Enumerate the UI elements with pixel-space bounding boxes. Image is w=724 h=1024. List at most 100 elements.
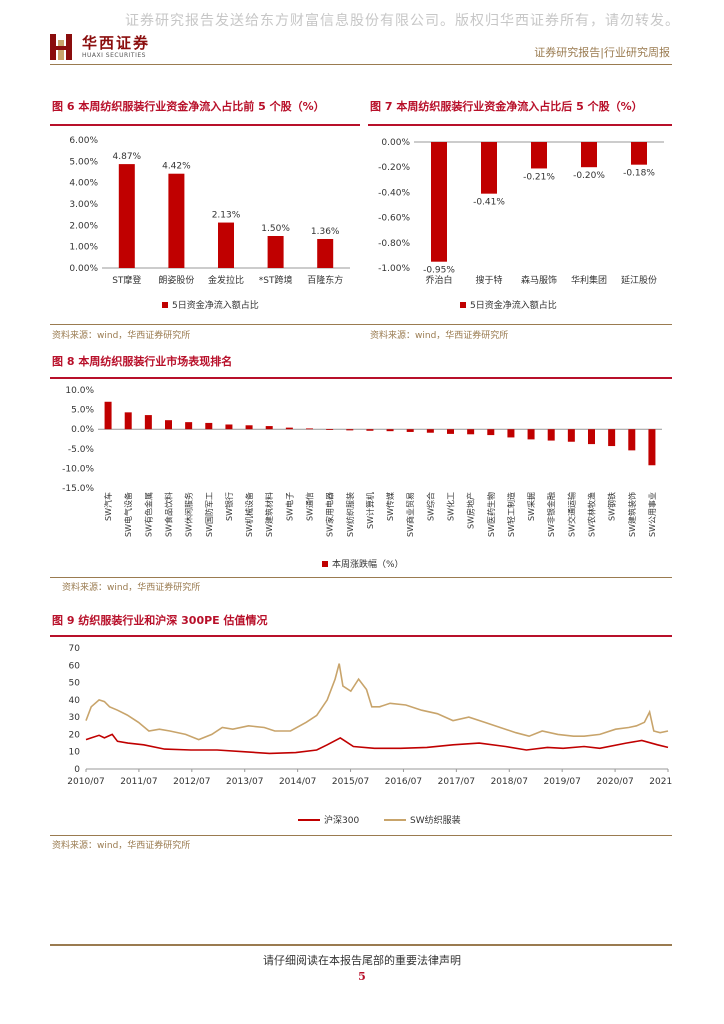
fig8-bar xyxy=(467,429,475,435)
fig6-data-label: 1.50% xyxy=(261,224,290,234)
fig8-bar xyxy=(165,420,172,430)
fig6-data-label: 1.36% xyxy=(311,227,340,237)
fig6-y-tick: 5.00% xyxy=(69,157,98,167)
fig9-title: 图 9 纺织服装行业和沪深 300PE 估值情况 xyxy=(52,614,268,627)
fig8-chart: 10.0% 5.0% 0.0% -5.0% -10.0% -15.0% SW汽车 SW电气设备… xyxy=(62,386,662,570)
fig8-bar xyxy=(567,429,575,442)
huaxi-logo-icon xyxy=(50,34,72,60)
fig8-category-label: SW医药生物 xyxy=(486,492,496,537)
fig9-chart: 0 10 20 30 40 50 60 70 2010/07 2011/07 2012/07 2013… xyxy=(67,644,672,826)
fig7-category-label: 延江股份 xyxy=(621,274,657,286)
fig8-bar xyxy=(245,425,253,430)
fig6-category-label: ST摩登 xyxy=(112,274,141,286)
fig8-legend-label: 本周涨跌幅（%） xyxy=(332,558,404,570)
fig8-category-label: SW休闲服务 xyxy=(184,492,194,537)
fig7-data-label: -0.21% xyxy=(523,172,555,182)
fig9-legend-label: SW纺织服装 xyxy=(410,814,461,826)
fig8-category-label: SW通信 xyxy=(305,492,315,521)
fig9-x-tick: 2012/07 xyxy=(173,777,210,787)
fig8-category-label: SW有色金属 xyxy=(143,492,153,537)
fig9-x-tick: 2018/07 xyxy=(491,777,528,787)
fig8-category-label: SW计算机 xyxy=(365,492,375,529)
fig6-rule xyxy=(50,124,360,126)
fig8-bar xyxy=(265,426,273,430)
fig9-x-tick: 2011/07 xyxy=(120,777,157,787)
fig7-bar xyxy=(631,142,647,165)
fig8-bar xyxy=(386,429,394,432)
fig6-bar xyxy=(317,238,334,268)
fig8-bar xyxy=(285,427,293,430)
fig6-title: 图 6 本周纺织服装行业资金净流入占比前 5 个股（%） xyxy=(52,100,325,113)
fig8-bar xyxy=(366,429,374,431)
fig8-bar xyxy=(547,429,555,441)
fig6-bar xyxy=(218,222,234,268)
fig8-title: 图 8 本周纺织服装行业市场表现排名 xyxy=(52,355,233,368)
fig7-category-label: 搜于特 xyxy=(475,274,502,286)
header-rule xyxy=(50,64,672,65)
fig8-bar xyxy=(104,401,112,430)
fig7-y-tick: -0.20% xyxy=(378,163,410,173)
fig8-bar xyxy=(507,429,515,438)
fig8-bar xyxy=(648,429,656,466)
fig7-bar xyxy=(481,142,497,194)
fig9-x-tick: 2021/07 xyxy=(649,777,672,787)
fig7-bar xyxy=(581,142,597,168)
fig8-source: 资料来源：wind，华西证券研究所 xyxy=(62,583,201,593)
fig67-bottom-rule xyxy=(50,324,672,325)
fig7-data-label: -0.18% xyxy=(623,169,655,179)
fig9-x-tick: 2014/07 xyxy=(279,777,316,787)
fig9-line-hs300 xyxy=(85,733,669,755)
fig8-category-label: SW综合 xyxy=(425,492,435,521)
fig6-bar xyxy=(118,164,135,268)
fig8-bar xyxy=(205,422,213,430)
fig8-category-label: SW国防军工 xyxy=(204,492,214,537)
fig9-x-tick: 2017/07 xyxy=(438,777,475,787)
fig7-data-label: -0.41% xyxy=(473,198,505,208)
page-number: 5 xyxy=(358,970,366,983)
fig9-x-tick: 2019/07 xyxy=(543,777,580,787)
fig6-category-label: 朗姿股份 xyxy=(158,274,194,286)
fig8-category-label: SW公用事业 xyxy=(647,492,657,537)
fig8-bar xyxy=(588,429,595,445)
fig9-x-tick: 2013/07 xyxy=(226,777,263,787)
fig6-data-label: 2.13% xyxy=(212,211,241,221)
fig9-x-tick: 2015/07 xyxy=(332,777,369,787)
fig9-y-tick: 50 xyxy=(69,679,81,689)
fig8-category-label: SW银行 xyxy=(224,492,234,521)
fig7-bar xyxy=(431,142,447,262)
watermark: 证券研究报告发送给东方财富信息股份有限公司。版权归华西证券所有，请勿转发。 xyxy=(125,13,680,29)
logo-text-cn: 华西证券 xyxy=(82,34,151,52)
fig7-source: 资料来源：wind，华西证券研究所 xyxy=(370,331,509,341)
fig6-legend-swatch xyxy=(162,302,168,308)
fig7-rule xyxy=(368,124,672,126)
fig8-bar xyxy=(124,412,132,430)
fig8-bar xyxy=(144,415,152,430)
report-type: 证券研究报告|行业研究周报 xyxy=(534,46,670,59)
fig8-category-label: SW交通运输 xyxy=(566,492,576,537)
fig7-title: 图 7 本周纺织服装行业资金净流入占比后 5 个股（%） xyxy=(370,100,643,113)
fig8-bar xyxy=(306,428,313,430)
fig8-bar xyxy=(628,429,636,451)
fig6-y-tick: 3.00% xyxy=(69,200,98,210)
fig7-y-tick: -0.60% xyxy=(378,214,410,224)
fig6-y-tick: 4.00% xyxy=(69,179,98,189)
footer-disclaimer: 请仔细阅读在本报告尾部的重要法律声明 xyxy=(263,954,461,967)
logo-text-en: HUAXI SECURITIES xyxy=(82,52,146,59)
fig8-y-tick: -5.0% xyxy=(68,445,95,455)
fig8-y-tick: -15.0% xyxy=(62,484,94,494)
fig9-y-tick: 40 xyxy=(69,696,81,706)
fig6-y-tick: 0.00% xyxy=(69,264,98,274)
fig7-data-label: -0.20% xyxy=(573,171,605,181)
fig7-y-tick: 0.00% xyxy=(381,138,410,148)
fig6-data-label: 4.42% xyxy=(162,162,191,172)
fig8-category-label: SW农林牧渔 xyxy=(587,492,597,537)
fig9-y-tick: 60 xyxy=(69,661,81,671)
fig8-category-label: SW采掘 xyxy=(526,492,536,521)
fig9-y-tick: 20 xyxy=(69,730,81,740)
fig8-bar xyxy=(346,429,354,431)
fig8-y-tick: 0.0% xyxy=(71,425,94,435)
fig7-category-label: 乔治白 xyxy=(425,274,452,286)
fig9-y-tick: 10 xyxy=(69,748,81,758)
fig6-data-label: 4.87% xyxy=(113,152,142,162)
fig7-category-label: 华利集团 xyxy=(571,274,607,286)
